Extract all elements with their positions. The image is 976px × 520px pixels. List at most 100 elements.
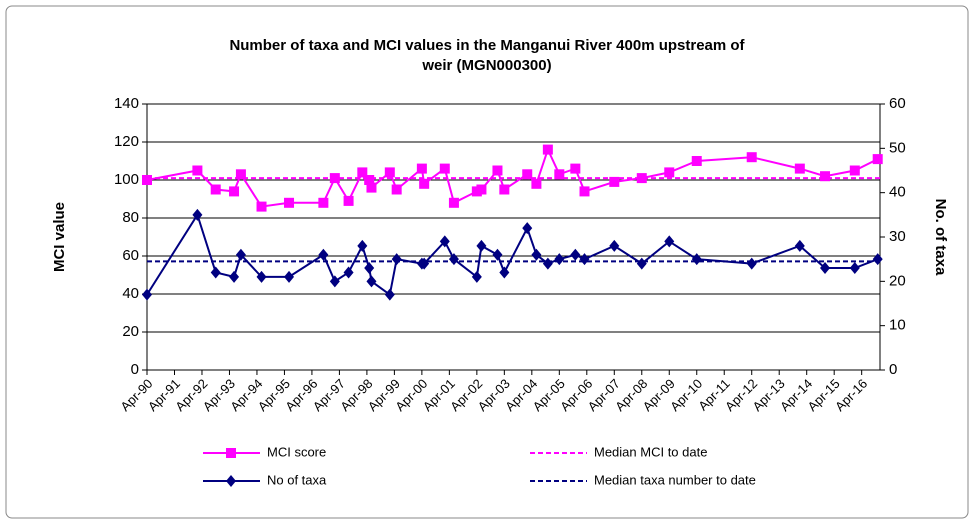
marker [229, 270, 240, 283]
y-tick-label: 60 [122, 247, 139, 264]
marker [235, 169, 246, 180]
marker [531, 248, 542, 261]
legend-label: MCI score [267, 444, 326, 459]
marker [746, 152, 757, 163]
marker [416, 163, 427, 174]
marker [343, 195, 354, 206]
y2-tick-label: 10 [889, 317, 906, 334]
marker [849, 165, 860, 176]
marker [256, 270, 267, 283]
chart-title-line: weir (MGN000300) [421, 57, 551, 74]
marker [794, 239, 805, 252]
marker [609, 239, 620, 252]
y-tick-label: 140 [114, 95, 139, 112]
legend-label: Median MCI to date [594, 444, 707, 459]
marker [476, 239, 487, 252]
y-tick-label: 120 [114, 133, 139, 150]
marker [366, 182, 377, 193]
legend-label: No of taxa [267, 472, 327, 487]
marker [522, 222, 533, 235]
legend-label: Median taxa number to date [594, 472, 756, 487]
marker [872, 253, 883, 266]
marker [419, 178, 430, 189]
marker [554, 253, 565, 266]
y2-tick-label: 40 [889, 184, 906, 201]
marker [235, 248, 246, 261]
marker [476, 184, 487, 195]
marker [872, 154, 883, 165]
marker [499, 266, 510, 279]
marker [609, 176, 620, 187]
marker [636, 257, 647, 270]
marker [364, 262, 375, 275]
marker [329, 173, 340, 184]
y-tick-label: 0 [131, 361, 139, 378]
marker [492, 248, 503, 261]
y-tick-label: 80 [122, 209, 139, 226]
marker [636, 173, 647, 184]
marker [579, 186, 590, 197]
marker [522, 169, 533, 180]
marker [664, 167, 675, 178]
marker [499, 184, 510, 195]
marker [391, 253, 402, 266]
marker [192, 165, 203, 176]
marker [384, 167, 395, 178]
marker [357, 239, 368, 252]
y2-tick-label: 30 [889, 228, 906, 245]
marker [448, 253, 459, 266]
y2-axis-label: No. of taxa [932, 199, 949, 276]
marker [142, 288, 152, 301]
marker [229, 186, 240, 197]
marker [691, 253, 702, 266]
legend-marker [226, 448, 236, 458]
marker [384, 288, 395, 301]
marker [531, 178, 542, 189]
marker [318, 197, 329, 208]
marker [366, 275, 377, 288]
marker [210, 266, 221, 279]
marker [849, 262, 860, 275]
marker [329, 275, 340, 288]
y-tick-label: 20 [122, 323, 139, 340]
marker [820, 262, 831, 275]
y2-tick-label: 50 [889, 139, 906, 156]
marker [284, 197, 295, 208]
marker [210, 184, 221, 195]
marker [691, 156, 702, 166]
marker [542, 144, 553, 155]
marker [794, 163, 805, 174]
marker [554, 169, 565, 180]
y2-tick-label: 60 [889, 95, 906, 112]
y2-tick-label: 0 [889, 361, 897, 378]
marker [142, 175, 152, 185]
marker [579, 253, 590, 266]
series-line [146, 212, 879, 297]
marker [357, 167, 368, 178]
y-tick-label: 100 [114, 171, 139, 188]
marker [448, 197, 459, 208]
marker [192, 208, 203, 221]
marker [664, 235, 675, 248]
chart-title-line: Number of taxa and MCI values in the Man… [229, 37, 745, 54]
marker [471, 270, 482, 283]
marker [343, 266, 354, 279]
legend-marker [226, 475, 236, 487]
marker [542, 257, 553, 270]
plot-area [147, 104, 880, 370]
marker [439, 235, 450, 248]
marker [364, 175, 375, 185]
y2-tick-label: 20 [889, 272, 906, 289]
marker [439, 163, 450, 174]
marker [318, 248, 329, 261]
marker [419, 257, 430, 270]
marker [570, 163, 581, 174]
marker [284, 270, 295, 283]
marker [820, 171, 831, 182]
marker [256, 201, 267, 212]
marker [746, 257, 757, 270]
marker [492, 165, 503, 176]
marker [570, 248, 581, 261]
y-tick-label: 40 [122, 285, 139, 302]
